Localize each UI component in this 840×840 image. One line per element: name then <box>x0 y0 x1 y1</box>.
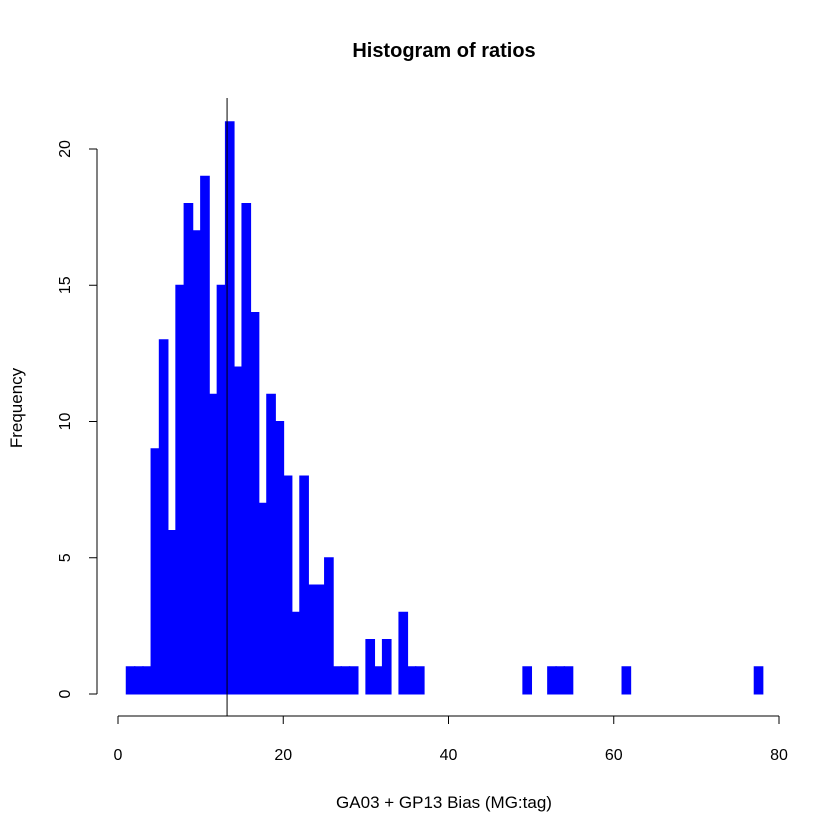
histogram-bar <box>241 203 252 695</box>
y-tick-label: 15 <box>57 276 74 294</box>
histogram-bar <box>373 666 384 695</box>
x-axis: 0 20 40 60 80 <box>114 715 788 764</box>
histogram-bar <box>216 284 227 695</box>
histogram-bar <box>150 448 161 695</box>
histogram-bar <box>381 639 392 695</box>
histogram-bar <box>257 502 268 695</box>
histogram-bar <box>547 666 557 695</box>
histogram-bar <box>299 475 309 695</box>
histogram-bar <box>315 584 326 695</box>
histogram-bar <box>365 639 376 695</box>
histogram-bar <box>233 366 243 695</box>
x-tick-label: 60 <box>605 747 623 764</box>
histogram-bar <box>307 584 318 695</box>
histogram-bar <box>208 393 219 695</box>
histogram-bar <box>282 475 293 695</box>
y-tick-label: 0 <box>57 689 74 698</box>
histogram-bar <box>340 666 351 695</box>
x-tick-label: 40 <box>440 747 458 764</box>
x-tick-label: 20 <box>274 747 292 764</box>
histogram-bar <box>249 312 260 695</box>
chart-title: Histogram of ratios <box>352 40 535 62</box>
x-tick-label: 80 <box>770 747 788 764</box>
histogram-bar <box>158 339 169 695</box>
histogram-bar <box>183 203 194 695</box>
histogram-bar <box>274 421 285 695</box>
histogram-bar <box>563 666 574 695</box>
histogram-bar <box>414 666 425 695</box>
histogram-bar <box>332 666 342 695</box>
y-axis-label: Frequency <box>7 367 26 448</box>
histogram-bar <box>200 175 210 695</box>
histogram-bar <box>621 666 632 695</box>
histogram-bar <box>175 284 185 695</box>
y-axis: 0 5 10 15 20 <box>57 140 98 698</box>
histogram-bar <box>753 666 764 695</box>
histogram-bar <box>406 666 417 695</box>
histogram-bar <box>167 530 177 695</box>
x-tick-label: 0 <box>114 747 123 764</box>
x-axis-label: GA03 + GP13 Bias (MG:tag) <box>336 793 552 812</box>
y-tick-label: 10 <box>57 413 74 431</box>
y-tick-label: 20 <box>57 140 74 158</box>
histogram-bar <box>522 666 533 695</box>
histogram-bar <box>266 393 276 695</box>
histogram-bar <box>398 611 409 695</box>
histogram-bar <box>142 666 152 695</box>
histogram-bar <box>125 666 136 695</box>
histogram-bar <box>191 230 202 695</box>
histogram-bar <box>555 666 566 695</box>
y-tick-label: 5 <box>57 553 74 562</box>
histogram-bar <box>291 611 301 695</box>
histogram-bar <box>324 557 334 695</box>
histogram-bar <box>348 666 359 695</box>
histogram-bar <box>134 666 144 695</box>
bars-group <box>125 121 764 695</box>
